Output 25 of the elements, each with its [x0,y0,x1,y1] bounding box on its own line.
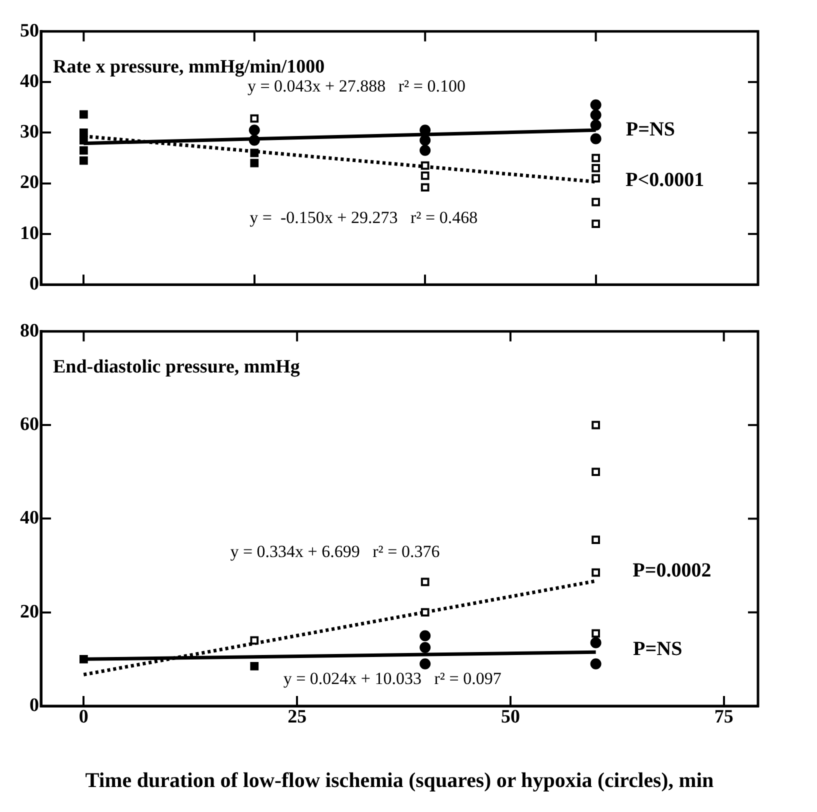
y-tick-label: 40 [20,70,39,92]
annotation: y = 0.334x + 6.699 r² = 0.376 [230,542,440,561]
y-tick-label: 80 [20,320,39,342]
x-tick-label: 0 [78,706,88,728]
annotation: P=NS [626,118,676,140]
annotation: y = -0.150x + 29.273 r² = 0.468 [250,208,478,228]
x-axis-title: Time duration of low-flow ischemia (squares) or hypoxia (circles), min [85,768,714,792]
annotation: P=0.0002 [632,559,712,582]
x-tick-label: 75 [714,706,734,728]
x-tick-label: 50 [500,706,520,728]
y-tick-label: 0 [30,274,39,295]
annotation: y = 0.043x + 27.888 r² = 0.100 [247,76,466,96]
y-tick-label: 10 [20,222,39,244]
y-tick-label: 40 [20,508,39,529]
y-tick-label: 50 [20,20,39,42]
x-tick-label: 25 [288,706,307,728]
y-tick-label: 60 [20,414,39,435]
y-tick-label: 30 [20,122,39,143]
text: Rate x pressure, mmHg/min/1000 [53,56,325,78]
annotation: y = 0.024x + 10.033 r² = 0.097 [283,669,502,688]
y-tick-label: 20 [20,172,39,194]
annotation: P<0.0001 [625,168,704,191]
y-tick-label: 20 [20,601,39,622]
annotation: P=NS [633,638,682,660]
text: End-diastolic pressure, mmHg [53,356,300,378]
